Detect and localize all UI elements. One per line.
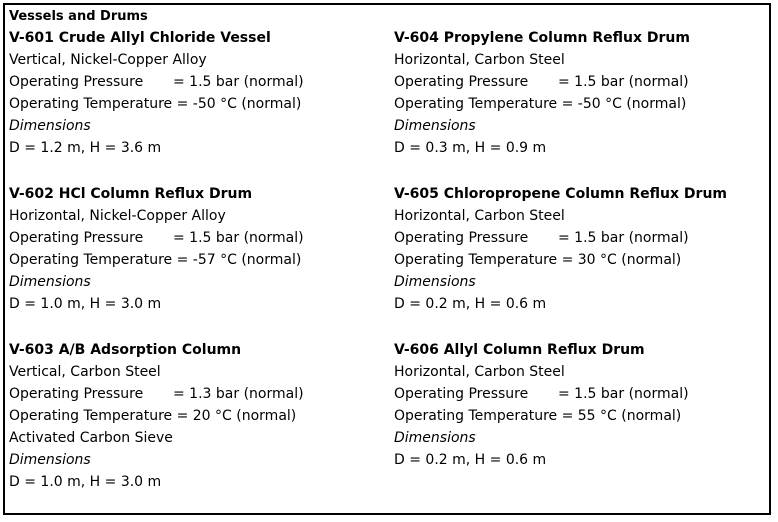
temperature-label: Operating Temperature — [394, 96, 558, 112]
dimensions-value: D = 0.3 m, H = 0.9 m — [394, 140, 547, 156]
pressure-label: Operating Pressure — [9, 230, 144, 246]
pressure-label: Operating Pressure — [9, 386, 144, 402]
temperature-label: Operating Temperature — [394, 408, 558, 424]
dimensions-label: Dimensions — [9, 452, 91, 468]
temperature-label: Operating Temperature — [9, 408, 173, 424]
vessel-orientation-material: Horizontal, Carbon Steel — [394, 208, 565, 224]
temperature-value: = -50 °C (normal) — [561, 96, 687, 112]
temperature-value: = 30 °C (normal) — [561, 252, 682, 268]
pressure-value: = 1.5 bar (normal) — [173, 230, 304, 246]
temperature-label: Operating Temperature — [9, 96, 173, 112]
dimensions-value: D = 1.0 m, H = 3.0 m — [9, 296, 162, 312]
vessel-card-v606: V-606 Allyl Column Reflux Drum Horizonta… — [394, 339, 689, 471]
pressure-value: = 1.5 bar (normal) — [558, 386, 689, 402]
dimensions-label: Dimensions — [394, 118, 476, 134]
temperature-label: Operating Temperature — [394, 252, 558, 268]
dimensions-value: D = 0.2 m, H = 0.6 m — [394, 296, 547, 312]
dimensions-value: D = 1.0 m, H = 3.0 m — [9, 474, 162, 490]
pressure-value: = 1.5 bar (normal) — [558, 230, 689, 246]
dimensions-label: Dimensions — [394, 274, 476, 290]
vessel-title: V-601 Crude Allyl Chloride Vessel — [9, 30, 271, 46]
vessel-card-v602: V-602 HCl Column Reflux Drum Horizontal,… — [9, 183, 304, 315]
operating-pressure-row: Operating Pressure = 1.5 bar (normal) — [9, 227, 304, 249]
dimensions-value: D = 1.2 m, H = 3.6 m — [9, 140, 162, 156]
temperature-value: = -57 °C (normal) — [176, 252, 302, 268]
dimensions-value: D = 0.2 m, H = 0.6 m — [394, 452, 547, 468]
vessel-title: V-606 Allyl Column Reflux Drum — [394, 342, 645, 358]
temperature-value: = 55 °C (normal) — [561, 408, 682, 424]
temperature-value: = 20 °C (normal) — [176, 408, 297, 424]
pressure-label: Operating Pressure — [394, 74, 529, 90]
operating-temperature-row: Operating Temperature = -50 °C (normal) — [9, 93, 304, 115]
operating-pressure-row: Operating Pressure = 1.5 bar (normal) — [9, 71, 304, 93]
vessel-card-v605: V-605 Chloropropene Column Reflux Drum H… — [394, 183, 727, 315]
document-frame: Vessels and Drums V-601 Crude Allyl Chlo… — [3, 3, 771, 515]
vessel-title: V-605 Chloropropene Column Reflux Drum — [394, 186, 727, 202]
vessel-card-v604: V-604 Propylene Column Reflux Drum Horiz… — [394, 27, 690, 159]
operating-pressure-row: Operating Pressure = 1.5 bar (normal) — [394, 71, 690, 93]
pressure-label: Operating Pressure — [9, 74, 144, 90]
operating-temperature-row: Operating Temperature = -57 °C (normal) — [9, 249, 304, 271]
vessel-orientation-material: Horizontal, Carbon Steel — [394, 52, 565, 68]
vessel-title: V-604 Propylene Column Reflux Drum — [394, 30, 690, 46]
vessel-orientation-material: Vertical, Carbon Steel — [9, 364, 161, 380]
vessel-title: V-602 HCl Column Reflux Drum — [9, 186, 253, 202]
operating-pressure-row: Operating Pressure = 1.5 bar (normal) — [394, 383, 689, 405]
vessel-orientation-material: Vertical, Nickel-Copper Alloy — [9, 52, 207, 68]
pressure-value: = 1.5 bar (normal) — [558, 74, 689, 90]
vessel-card-v603: V-603 A/B Adsorption Column Vertical, Ca… — [9, 339, 304, 493]
section-heading: Vessels and Drums — [9, 9, 148, 24]
operating-pressure-row: Operating Pressure = 1.3 bar (normal) — [9, 383, 304, 405]
operating-temperature-row: Operating Temperature = 55 °C (normal) — [394, 405, 689, 427]
operating-temperature-row: Operating Temperature = 30 °C (normal) — [394, 249, 727, 271]
vessel-title: V-603 A/B Adsorption Column — [9, 342, 242, 358]
pressure-value: = 1.3 bar (normal) — [173, 386, 304, 402]
temperature-value: = -50 °C (normal) — [176, 96, 302, 112]
adsorbent-note: Activated Carbon Sieve — [9, 430, 173, 446]
operating-temperature-row: Operating Temperature = 20 °C (normal) — [9, 405, 304, 427]
vessel-orientation-material: Horizontal, Carbon Steel — [394, 364, 565, 380]
operating-temperature-row: Operating Temperature = -50 °C (normal) — [394, 93, 690, 115]
dimensions-label: Dimensions — [9, 118, 91, 134]
vessel-orientation-material: Horizontal, Nickel-Copper Alloy — [9, 208, 226, 224]
pressure-value: = 1.5 bar (normal) — [173, 74, 304, 90]
pressure-label: Operating Pressure — [394, 230, 529, 246]
vessel-card-v601: V-601 Crude Allyl Chloride Vessel Vertic… — [9, 27, 304, 159]
operating-pressure-row: Operating Pressure = 1.5 bar (normal) — [394, 227, 727, 249]
temperature-label: Operating Temperature — [9, 252, 173, 268]
dimensions-label: Dimensions — [394, 430, 476, 446]
dimensions-label: Dimensions — [9, 274, 91, 290]
pressure-label: Operating Pressure — [394, 386, 529, 402]
